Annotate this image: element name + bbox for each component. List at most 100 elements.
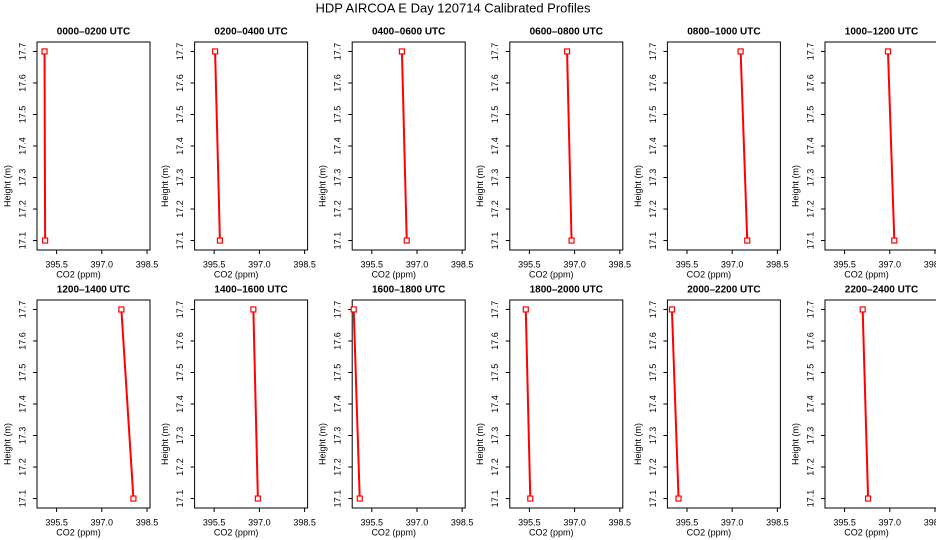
plot-frame bbox=[36, 299, 151, 509]
y-tick-label: 17.3 bbox=[805, 427, 815, 445]
x-tick-label: 395.5 bbox=[518, 259, 541, 269]
x-axis-label: CO2 (ppm) bbox=[529, 269, 574, 279]
x-tick-label: 397.0 bbox=[248, 259, 271, 269]
y-tick-label: 17.5 bbox=[648, 364, 658, 382]
y-axis-label: Height (m) bbox=[633, 165, 643, 207]
y-tick-label: 17.2 bbox=[175, 458, 185, 476]
y-tick-label: 17.2 bbox=[648, 200, 658, 218]
y-tick-label: 17.2 bbox=[805, 458, 815, 476]
data-point bbox=[568, 237, 575, 244]
x-axis-label: CO2 (ppm) bbox=[529, 527, 574, 537]
y-tick-label: 17.1 bbox=[333, 490, 343, 508]
profile-line bbox=[566, 51, 573, 241]
y-tick-label: 17.2 bbox=[175, 200, 185, 218]
y-tick-label: 17.6 bbox=[648, 74, 658, 92]
y-tick-label: 17.3 bbox=[17, 427, 27, 445]
y-tick-label: 17.7 bbox=[805, 43, 815, 61]
y-tick-label: 17.7 bbox=[175, 301, 185, 319]
profile-line bbox=[886, 51, 896, 241]
x-tick-label: 398.5 bbox=[766, 517, 789, 527]
x-axis-label: CO2 (ppm) bbox=[371, 527, 416, 537]
panel-title: 0600–0800 UTC bbox=[530, 27, 603, 38]
y-tick-label: 17.2 bbox=[333, 200, 343, 218]
panel-title: 2200–2400 UTC bbox=[845, 285, 918, 296]
profile-line bbox=[861, 309, 870, 499]
x-tick-label: 395.5 bbox=[833, 517, 856, 527]
y-tick-label: 17.6 bbox=[805, 74, 815, 92]
y-tick-label: 17.2 bbox=[490, 458, 500, 476]
y-tick-label: 17.3 bbox=[333, 169, 343, 187]
y-tick-label: 17.7 bbox=[333, 301, 343, 319]
data-point bbox=[211, 48, 219, 55]
y-tick-label: 17.6 bbox=[333, 74, 343, 92]
y-tick-label: 17.4 bbox=[175, 395, 185, 413]
x-axis-label: CO2 (ppm) bbox=[844, 269, 889, 279]
x-tick-label: 398.5 bbox=[924, 517, 936, 527]
y-tick-label: 17.3 bbox=[805, 169, 815, 187]
profile-line bbox=[120, 309, 135, 499]
y-tick-label: 17.4 bbox=[17, 395, 27, 413]
y-tick-label: 17.5 bbox=[175, 364, 185, 382]
y-tick-label: 17.1 bbox=[490, 232, 500, 250]
y-tick-label: 17.6 bbox=[490, 74, 500, 92]
y-tick-label: 17.1 bbox=[17, 490, 27, 508]
data-point bbox=[891, 237, 898, 244]
data-point bbox=[403, 237, 410, 244]
y-tick-label: 17.3 bbox=[175, 427, 185, 445]
x-tick-label: 395.5 bbox=[518, 517, 541, 527]
profile-line bbox=[352, 309, 361, 499]
x-tick-label: 397.0 bbox=[406, 259, 429, 269]
y-tick-label: 17.1 bbox=[805, 490, 815, 508]
x-tick-label: 398.5 bbox=[924, 259, 936, 269]
x-tick-label: 397.0 bbox=[879, 259, 902, 269]
x-tick-label: 395.5 bbox=[361, 259, 384, 269]
x-axis-label: CO2 (ppm) bbox=[56, 527, 101, 537]
panel-title: 0000–0200 UTC bbox=[57, 27, 130, 38]
y-tick-label: 17.5 bbox=[490, 106, 500, 124]
y-tick-label: 17.2 bbox=[490, 200, 500, 218]
panel-title: 0800–1000 UTC bbox=[687, 27, 760, 38]
y-tick-label: 17.2 bbox=[17, 458, 27, 476]
y-tick-label: 17.7 bbox=[490, 301, 500, 319]
x-tick-label: 398.5 bbox=[609, 517, 632, 527]
data-point bbox=[254, 495, 261, 502]
y-tick-label: 17.4 bbox=[648, 137, 658, 155]
x-axis-label: CO2 (ppm) bbox=[687, 527, 732, 537]
y-tick-label: 17.2 bbox=[648, 458, 658, 476]
plot-frame bbox=[36, 41, 151, 251]
data-point bbox=[130, 495, 137, 502]
profile-line bbox=[252, 309, 259, 499]
x-tick-label: 395.5 bbox=[203, 259, 226, 269]
plot-frame bbox=[194, 299, 309, 509]
data-point bbox=[356, 495, 363, 502]
x-tick-label: 398.5 bbox=[136, 259, 159, 269]
y-tick-label: 17.4 bbox=[490, 137, 500, 155]
y-tick-label: 17.4 bbox=[805, 395, 815, 413]
x-tick-label: 397.0 bbox=[91, 517, 114, 527]
data-point bbox=[744, 237, 751, 244]
y-tick-label: 17.2 bbox=[17, 200, 27, 218]
y-axis-label: Height (m) bbox=[2, 423, 12, 465]
y-tick-label: 17.6 bbox=[17, 74, 27, 92]
y-tick-label: 17.2 bbox=[333, 458, 343, 476]
x-axis-label: CO2 (ppm) bbox=[371, 269, 416, 279]
y-tick-label: 17.2 bbox=[805, 200, 815, 218]
y-tick-label: 17.3 bbox=[175, 169, 185, 187]
y-tick-label: 17.7 bbox=[648, 301, 658, 319]
x-tick-label: 398.5 bbox=[136, 517, 159, 527]
y-axis-label: Height (m) bbox=[475, 165, 485, 207]
y-tick-label: 17.4 bbox=[490, 395, 500, 413]
y-tick-label: 17.1 bbox=[648, 232, 658, 250]
x-tick-label: 397.0 bbox=[721, 517, 744, 527]
y-tick-label: 17.4 bbox=[333, 395, 343, 413]
x-tick-label: 397.0 bbox=[563, 517, 586, 527]
x-axis-label: CO2 (ppm) bbox=[844, 527, 889, 537]
x-tick-label: 395.5 bbox=[676, 259, 699, 269]
x-tick-label: 397.0 bbox=[248, 517, 271, 527]
y-tick-label: 17.5 bbox=[490, 364, 500, 382]
profile-line bbox=[43, 51, 47, 241]
x-axis-label: CO2 (ppm) bbox=[687, 269, 732, 279]
plot-frame bbox=[824, 41, 936, 251]
panel-title: 2000–2200 UTC bbox=[687, 285, 760, 296]
